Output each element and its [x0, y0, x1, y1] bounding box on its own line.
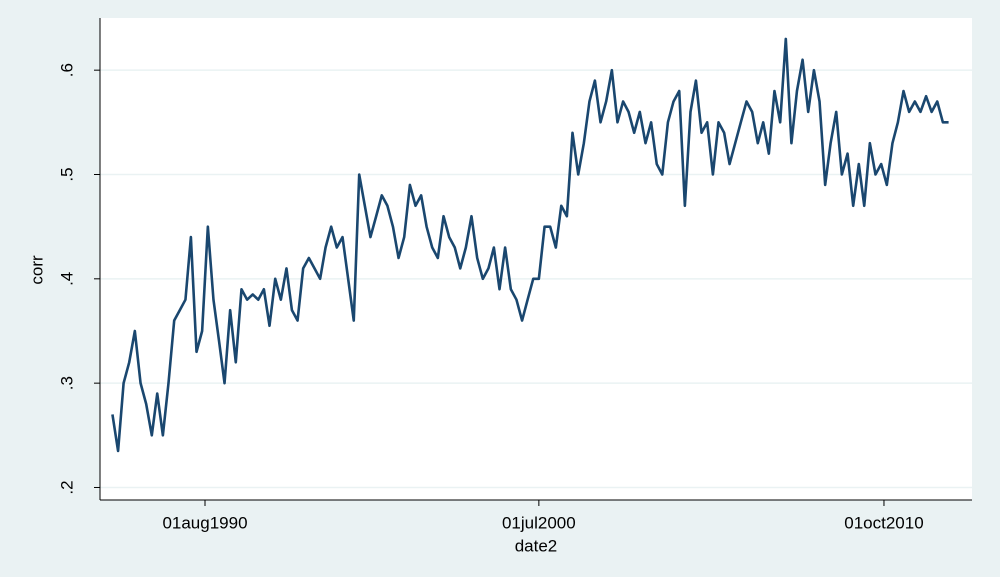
y-tick-label: .2: [57, 480, 76, 494]
y-axis-title: corr: [27, 255, 46, 285]
x-tick-label: 01aug1990: [162, 513, 247, 532]
y-tick-label: .6: [57, 63, 76, 77]
y-tick-label: .4: [57, 272, 76, 286]
x-tick-label: 01jul2000: [502, 513, 576, 532]
y-tick-label: .5: [57, 167, 76, 181]
y-tick-label: .3: [57, 376, 76, 390]
plot-area: [100, 18, 972, 500]
x-tick-label: 01oct2010: [844, 513, 923, 532]
x-axis-title: date2: [515, 536, 558, 555]
line: [111, 37, 949, 453]
